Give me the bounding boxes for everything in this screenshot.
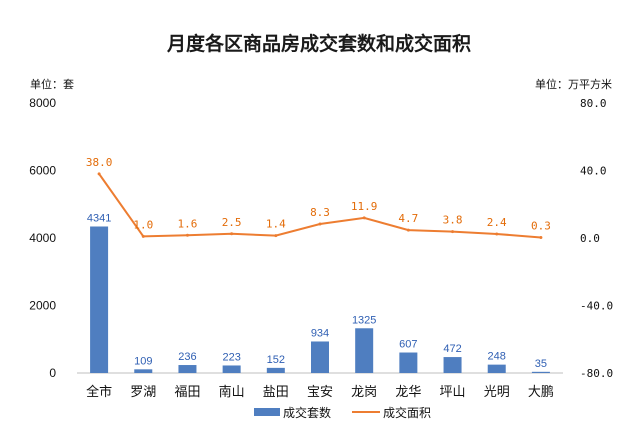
category-label: 福田 bbox=[174, 385, 200, 400]
bar-value-label: 35 bbox=[535, 358, 547, 370]
bar bbox=[311, 341, 329, 373]
line-point bbox=[318, 222, 322, 226]
bar bbox=[222, 365, 241, 373]
line-value-label: 11.9 bbox=[351, 200, 378, 213]
bar bbox=[355, 328, 374, 373]
line-value-label: 3.8 bbox=[443, 214, 463, 227]
line-point bbox=[451, 230, 455, 234]
legend: 成交套数 成交面积 bbox=[254, 405, 431, 420]
category-label: 坪山 bbox=[440, 385, 466, 400]
bar bbox=[487, 364, 506, 373]
line-value-label: 2.5 bbox=[222, 216, 242, 229]
category-label: 光明 bbox=[484, 385, 510, 400]
left-tick-label: 6000 bbox=[29, 164, 56, 178]
line-point bbox=[274, 234, 278, 238]
right-tick-label: 40.0 bbox=[580, 165, 607, 178]
line-point bbox=[141, 234, 145, 238]
right-tick-label: 80.0 bbox=[580, 97, 607, 110]
category-label: 南山 bbox=[219, 384, 245, 400]
bar-series-group: 4341 109 236 223 152 934 1325 607 472 248 35 bbox=[87, 212, 550, 373]
line-point bbox=[97, 172, 101, 176]
left-tick-label: 0 bbox=[49, 366, 56, 380]
category-label: 大鹏 bbox=[528, 385, 554, 400]
bar bbox=[399, 352, 418, 373]
bar-value-label: 248 bbox=[488, 351, 506, 363]
line-value-label: 1.0 bbox=[133, 218, 153, 231]
bar bbox=[443, 357, 462, 373]
line-value-label: 2.4 bbox=[487, 216, 507, 229]
bar bbox=[90, 226, 109, 373]
bar-value-label: 236 bbox=[178, 351, 196, 363]
category-label: 罗湖 bbox=[130, 385, 156, 400]
bar-value-label: 152 bbox=[267, 354, 285, 366]
line-point bbox=[539, 235, 543, 239]
bar-value-label: 1325 bbox=[352, 314, 376, 326]
line-value-label: 8.3 bbox=[310, 206, 330, 219]
line-point bbox=[495, 232, 499, 236]
line-point bbox=[406, 228, 410, 232]
bar bbox=[266, 367, 285, 373]
bar-value-label: 109 bbox=[134, 355, 152, 367]
left-tick-label: 4000 bbox=[29, 231, 56, 245]
bar-value-label: 934 bbox=[311, 327, 329, 339]
line-value-label: 4.7 bbox=[398, 212, 418, 225]
left-tick-label: 8000 bbox=[29, 96, 56, 110]
line-value-label: 0.3 bbox=[531, 219, 551, 232]
bar-value-label: 223 bbox=[222, 351, 240, 363]
line-value-label: 1.4 bbox=[266, 218, 286, 231]
category-label: 盐田 bbox=[263, 385, 289, 400]
category-label: 全市 bbox=[86, 384, 112, 400]
line-value-label: 1.6 bbox=[178, 217, 198, 230]
line-point bbox=[230, 232, 234, 236]
left-tick-label: 2000 bbox=[29, 299, 56, 313]
bar bbox=[531, 371, 550, 373]
chart-title: 月度各区商品房成交套数和成交面积 bbox=[166, 32, 471, 55]
right-axis-unit: 单位：万平方米 bbox=[535, 77, 612, 91]
bar bbox=[178, 365, 197, 373]
line-point bbox=[185, 233, 189, 237]
bar-value-label: 607 bbox=[399, 339, 417, 351]
right-tick-label: -40.0 bbox=[580, 300, 613, 313]
line-series-group: 38.0 1.0 1.6 2.5 1.4 8.3 11.9 4.7 3.8 2.4 0.3 bbox=[86, 156, 551, 239]
category-label: 龙华 bbox=[395, 385, 421, 400]
bar-value-label: 4341 bbox=[87, 212, 111, 224]
line-value-label: 38.0 bbox=[86, 156, 113, 169]
bar bbox=[134, 369, 153, 373]
legend-bar-swatch bbox=[254, 408, 280, 416]
bar-value-label: 472 bbox=[443, 343, 461, 355]
legend-line-label: 成交面积 bbox=[383, 405, 431, 420]
axes-group: 0 2000 4000 6000 8000 -80.0 -40.0 0.0 40.0 80.0 全市… bbox=[29, 96, 613, 400]
right-tick-label: -80.0 bbox=[580, 367, 613, 380]
left-axis-unit: 单位：套 bbox=[30, 77, 74, 91]
line-point bbox=[362, 216, 366, 220]
category-label: 宝安 bbox=[307, 385, 333, 400]
legend-bar-label: 成交套数 bbox=[283, 405, 331, 420]
right-tick-label: 0.0 bbox=[580, 232, 600, 245]
category-label: 龙岗 bbox=[351, 385, 377, 400]
